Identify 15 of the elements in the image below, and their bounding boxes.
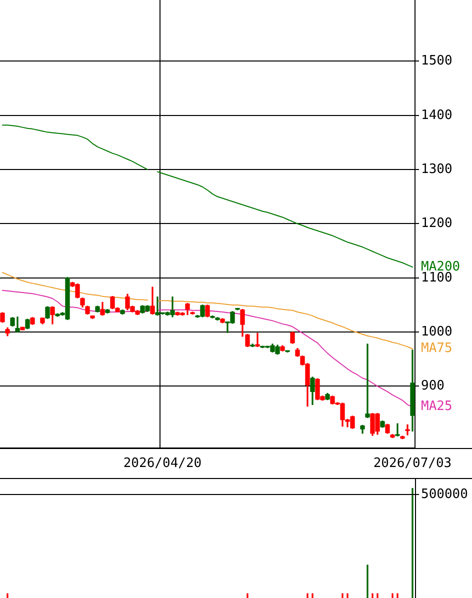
series-label: MA75 bbox=[421, 341, 452, 356]
candlestick bbox=[255, 332, 260, 348]
text: 500000 bbox=[421, 486, 468, 502]
y-tick-label: 1400 bbox=[421, 108, 452, 123]
series-label: MA25 bbox=[421, 399, 452, 414]
y-tick-label: 1200 bbox=[421, 216, 452, 232]
y-tick-label: 1500 bbox=[421, 54, 452, 69]
x-tick-label: 2026/04/20 bbox=[123, 456, 202, 472]
x-tick-label: 2026/07/03 bbox=[373, 456, 452, 472]
candlestick bbox=[365, 344, 370, 418]
candlestick bbox=[395, 423, 400, 436]
y-tick-label: 1300 bbox=[421, 162, 452, 177]
y-tick-label: 900 bbox=[421, 378, 444, 394]
candlestick bbox=[405, 424, 410, 436]
y-tick-label: 1000 bbox=[421, 324, 452, 340]
